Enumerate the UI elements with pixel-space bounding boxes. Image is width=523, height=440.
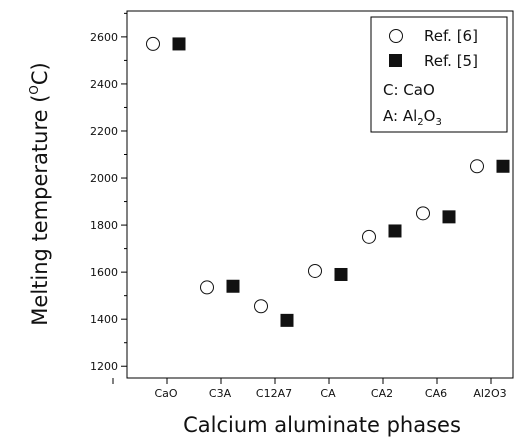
legend-note-a: A: Al2O3 xyxy=(383,107,442,128)
point-ref5 xyxy=(334,267,348,281)
x-tick-label: CA2 xyxy=(371,387,393,400)
point-ref6 xyxy=(200,280,214,295)
plot-frame xyxy=(126,10,514,379)
data-points xyxy=(146,36,510,327)
point-ref6 xyxy=(416,206,430,221)
point-ref5 xyxy=(496,159,510,173)
x-tick-label: CA6 xyxy=(425,387,447,400)
point-ref5 xyxy=(280,313,294,327)
point-ref5 xyxy=(226,279,240,293)
y-tick-label: 1400 xyxy=(90,313,118,326)
legend-marker-ref6 xyxy=(389,29,403,43)
legend-label-ref6: Ref. [6] xyxy=(424,27,478,45)
y-tick-label: 1800 xyxy=(90,219,118,232)
legend: Ref. [6] Ref. [5] C: CaO A: Al2O3 xyxy=(370,16,508,133)
y-axis-title-unit: C) xyxy=(28,62,52,85)
legend-note-c-prefix: C: xyxy=(383,81,403,99)
legend-note-a-o: O xyxy=(424,107,436,125)
x-axis: CaO C3A C12A7 CA CA2 CA6 Al2O3 xyxy=(112,378,507,400)
y-axis-title: Melting temperature (OC) xyxy=(27,62,52,325)
point-ref6 xyxy=(254,299,268,314)
x-tick-label: C12A7 xyxy=(256,387,292,400)
y-axis-title-main: Melting temperature ( xyxy=(28,95,52,326)
point-ref6 xyxy=(146,36,160,51)
legend-note-a-prefix: A: xyxy=(383,107,403,125)
y-axis: 1200 1400 1600 1800 2000 2200 2400 2600 xyxy=(90,12,127,373)
point-ref6 xyxy=(470,159,484,174)
y-tick-label: 2000 xyxy=(90,172,118,185)
x-axis-title: Calcium aluminate phases xyxy=(183,413,461,437)
y-axis-title-degree: O xyxy=(27,85,41,94)
legend-marker-ref5 xyxy=(389,54,402,67)
legend-note-a-sub3: 3 xyxy=(435,117,441,128)
legend-label-ref5: Ref. [5] xyxy=(424,52,478,70)
point-ref6 xyxy=(308,263,322,278)
x-tick-label: Al2O3 xyxy=(473,387,506,400)
y-tick-label: 2600 xyxy=(90,31,118,44)
point-ref6 xyxy=(362,229,376,244)
y-tick-label: 1600 xyxy=(90,266,118,279)
x-tick-label: CaO xyxy=(154,387,177,400)
legend-note-a-sub2: 2 xyxy=(417,117,423,128)
x-tick-label: C3A xyxy=(209,387,232,400)
x-tick-label: CA xyxy=(320,387,336,400)
legend-note-a-al: Al xyxy=(403,107,417,125)
legend-note-c: C: CaO xyxy=(383,81,435,99)
point-ref5 xyxy=(442,210,456,224)
legend-note-c-formula: CaO xyxy=(403,81,434,99)
y-tick-label: 2200 xyxy=(90,125,118,138)
point-ref5 xyxy=(172,37,186,51)
point-ref5 xyxy=(388,224,402,238)
y-tick-label: 1200 xyxy=(90,360,118,373)
y-tick-label: 2400 xyxy=(90,78,118,91)
